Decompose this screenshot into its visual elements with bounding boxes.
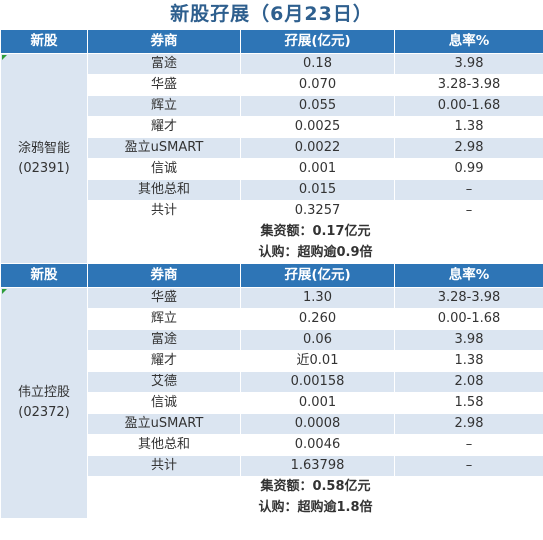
header-stock: 新股 — [0, 263, 88, 288]
rate-cell: 3.28-3.98 — [394, 287, 543, 309]
broker-cell: 信诚 — [87, 392, 241, 414]
table-row: 辉立 0.055 0.00-1.68 — [1, 95, 543, 117]
stock-cell: 涂鸦智能 (02391) — [0, 53, 88, 264]
rate-cell: 3.98 — [394, 53, 543, 75]
header-rate: 息率% — [394, 263, 543, 288]
stock-cell: 伟立控股 (02372) — [0, 287, 88, 519]
rate-cell: – — [394, 179, 543, 201]
table-row: 信诚 0.001 0.99 — [1, 158, 543, 180]
rate-cell: 1.38 — [394, 116, 543, 138]
cell-marker-icon — [2, 289, 7, 294]
broker-cell: 富途 — [87, 329, 241, 351]
header-margin: 孖展(亿元) — [240, 263, 395, 288]
subscription-row: 认购：超购逾1.8倍 — [1, 497, 543, 519]
margin-cell: 1.30 — [240, 287, 395, 309]
header-row: 新股 券商 孖展(亿元) 息率% — [0, 29, 543, 54]
cell-marker-icon — [2, 55, 7, 60]
table-row: 伟立控股 (02372) 华盛 1.30 3.28-3.98 — [0, 287, 543, 519]
table-row: 耀才 近0.01 1.38 — [1, 350, 543, 372]
broker-cell: 艾德 — [87, 371, 241, 393]
rate-cell: 1.38 — [394, 350, 543, 372]
margin-cell: 0.0046 — [240, 434, 395, 456]
rate-cell: – — [394, 200, 543, 222]
table-row: 共计 0.3257– — [1, 200, 543, 222]
table-row: 其他总和 0.0046– — [1, 434, 543, 456]
broker-cell: 耀才 — [87, 350, 241, 372]
margin-cell: 近0.01 — [240, 350, 395, 372]
rate-cell: 1.58 — [394, 392, 543, 414]
subscription-status: 认购：超购逾0.9倍 — [87, 242, 543, 264]
rate-cell: 2.98 — [394, 137, 543, 159]
stock-code: (02391) — [18, 160, 70, 176]
margin-cell: 0.001 — [240, 158, 395, 180]
funding-amount: 集资额：0.17亿元 — [87, 221, 543, 243]
broker-cell: 盈立uSMART — [87, 413, 241, 435]
table-row: 共计 1.63798– — [1, 455, 543, 477]
broker-cell: 辉立 — [87, 308, 241, 330]
margin-cell: 0.00158 — [240, 371, 395, 393]
stock-name: 伟立控股 — [17, 385, 70, 400]
subscription-row: 认购：超购逾0.9倍 — [1, 242, 543, 264]
rate-cell: 2.08 — [394, 371, 543, 393]
rate-cell: 0.00-1.68 — [394, 308, 543, 330]
page-title: 新股孖展（6月23日） — [170, 3, 373, 25]
margin-cell: 0.015 — [240, 179, 395, 201]
broker-cell: 耀才 — [87, 116, 241, 138]
broker-cell: 信诚 — [87, 158, 241, 180]
rate-cell: 0.99 — [394, 158, 543, 180]
margin-cell: 1.63798 — [240, 455, 395, 477]
margin-cell: 0.0008 — [240, 413, 395, 435]
table-row: 涂鸦智能 (02391) 富途 0.18 3.98 — [0, 53, 543, 264]
margin-cell: 0.06 — [240, 329, 395, 351]
margin-cell: 0.070 — [240, 74, 395, 96]
funding-amount: 集资额：0.58亿元 — [87, 476, 543, 498]
header-row: 新股 券商 孖展(亿元) 息率% — [0, 263, 543, 288]
rate-cell: 0.00-1.68 — [394, 95, 543, 117]
subscription-status: 认购：超购逾1.8倍 — [87, 497, 543, 519]
margin-cell: 0.055 — [240, 95, 395, 117]
margin-cell: 0.260 — [240, 308, 395, 330]
table-row: 华盛 0.070 3.28-3.98 — [1, 74, 543, 96]
header-stock: 新股 — [0, 29, 88, 54]
rate-cell: 3.28-3.98 — [394, 74, 543, 96]
margin-table: 新股 券商 孖展(亿元) 息率% 涂鸦智能 (02391) 富途 0.18 3.98 华盛 0.07… — [0, 29, 543, 519]
broker-cell: 辉立 — [87, 95, 241, 117]
stock-name: 涂鸦智能 — [17, 140, 70, 156]
broker-cell: 其他总和 — [87, 434, 241, 456]
margin-cell: 0.001 — [240, 392, 395, 414]
rate-cell: 3.98 — [394, 329, 543, 351]
header-margin: 孖展(亿元) — [240, 29, 395, 54]
rate-cell: – — [394, 434, 543, 456]
margin-cell: 0.3257 — [240, 200, 395, 222]
broker-cell: 盈立uSMART — [87, 137, 241, 159]
broker-cell: 华盛 — [87, 74, 241, 96]
margin-cell: 0.0022 — [240, 137, 395, 159]
table-row: 其他总和 0.015– — [1, 179, 543, 201]
broker-cell: 共计 — [87, 200, 241, 222]
header-broker: 券商 — [87, 263, 241, 288]
broker-cell: 富途 — [87, 53, 241, 75]
funding-row: 集资额：0.58亿元 — [1, 476, 543, 498]
margin-cell: 0.18 — [240, 53, 395, 75]
broker-cell: 华盛 — [87, 287, 241, 309]
broker-cell: 其他总和 — [87, 179, 241, 201]
rate-cell: – — [394, 455, 543, 477]
stock-code: (02372) — [18, 405, 70, 420]
margin-cell: 0.0025 — [240, 116, 395, 138]
table-row: 艾德 0.00158 2.08 — [1, 371, 543, 393]
table-row: 信诚 0.001 1.58 — [1, 392, 543, 414]
table-row: 辉立 0.260 0.00-1.68 — [1, 308, 543, 330]
header-broker: 券商 — [87, 29, 241, 54]
broker-cell: 共计 — [87, 455, 241, 477]
table-row: 盈立uSMART 0.0022 2.98 — [1, 137, 543, 159]
rate-cell: 2.98 — [394, 413, 543, 435]
header-rate: 息率% — [394, 29, 543, 54]
